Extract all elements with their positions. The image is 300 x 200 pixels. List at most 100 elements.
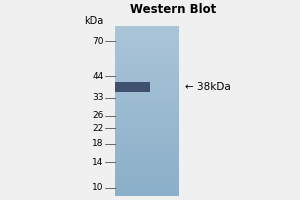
Bar	[115, 136, 179, 137]
Text: ← 38kDa: ← 38kDa	[185, 82, 231, 92]
Bar	[115, 122, 179, 123]
Bar	[115, 123, 179, 124]
Bar	[115, 101, 179, 102]
Bar	[115, 155, 179, 156]
Bar	[115, 74, 179, 75]
Bar	[115, 102, 179, 103]
Bar	[115, 98, 179, 99]
Bar	[115, 39, 179, 40]
Bar	[115, 195, 179, 196]
Text: 70: 70	[92, 37, 103, 46]
Bar	[115, 76, 179, 77]
Bar	[115, 81, 179, 82]
Bar	[115, 55, 179, 56]
Bar	[115, 185, 179, 186]
Bar	[115, 35, 179, 36]
Bar	[115, 78, 179, 79]
Bar	[115, 82, 150, 92]
Text: 10: 10	[92, 183, 103, 192]
Text: kDa: kDa	[84, 16, 103, 26]
Bar	[115, 111, 179, 112]
Bar	[115, 65, 179, 66]
Bar	[115, 138, 179, 139]
Bar	[115, 77, 179, 78]
Bar	[115, 38, 179, 39]
Bar	[115, 92, 179, 93]
Bar	[115, 186, 179, 187]
Text: 26: 26	[92, 111, 103, 120]
Bar	[115, 124, 179, 125]
Bar	[115, 143, 179, 144]
Bar	[115, 80, 179, 81]
Bar	[115, 41, 179, 42]
Bar	[115, 134, 179, 135]
Bar	[115, 140, 179, 141]
Bar	[115, 82, 179, 83]
Bar	[115, 79, 179, 80]
Bar	[115, 167, 179, 168]
Bar	[115, 162, 179, 163]
Bar	[115, 28, 179, 29]
Bar	[115, 126, 179, 127]
Bar	[115, 56, 179, 57]
Bar	[115, 49, 179, 50]
Bar	[115, 156, 179, 157]
Bar	[115, 109, 179, 110]
Bar	[115, 120, 179, 121]
Bar	[115, 66, 179, 67]
Bar	[115, 72, 179, 73]
Bar	[115, 89, 179, 90]
Bar	[115, 189, 179, 190]
Text: Western Blot: Western Blot	[130, 3, 217, 16]
Bar	[115, 135, 179, 136]
Bar	[115, 97, 179, 98]
Bar	[115, 139, 179, 140]
Bar	[115, 165, 179, 166]
Bar	[115, 116, 179, 117]
Bar	[115, 67, 179, 68]
Bar	[115, 88, 179, 89]
Bar	[115, 133, 179, 134]
Bar	[115, 36, 179, 37]
Bar	[115, 151, 179, 152]
Bar	[115, 170, 179, 171]
Bar	[115, 129, 179, 130]
Bar	[115, 46, 179, 47]
Bar	[115, 148, 179, 149]
Bar	[115, 112, 179, 113]
Bar	[115, 107, 179, 108]
Text: 14: 14	[92, 158, 103, 167]
Bar	[115, 87, 179, 88]
Bar	[115, 179, 179, 180]
Bar	[115, 32, 179, 33]
Bar	[115, 149, 179, 150]
Bar	[115, 163, 179, 164]
Bar	[115, 30, 179, 31]
Bar	[115, 181, 179, 182]
Bar	[115, 154, 179, 155]
Bar	[115, 161, 179, 162]
Bar	[115, 93, 179, 94]
Bar	[115, 150, 179, 151]
Bar	[115, 190, 179, 191]
Bar	[115, 125, 179, 126]
Bar	[115, 157, 179, 158]
Bar	[115, 62, 179, 63]
Bar	[115, 152, 179, 153]
Text: 22: 22	[92, 124, 103, 133]
Bar	[115, 27, 179, 28]
Bar	[115, 127, 179, 128]
Bar	[115, 117, 179, 118]
Bar	[115, 121, 179, 122]
Bar	[115, 86, 179, 87]
Bar	[115, 193, 179, 194]
Bar	[115, 145, 179, 146]
Bar	[115, 184, 179, 185]
Bar	[115, 94, 179, 95]
Bar	[115, 131, 179, 132]
Bar	[115, 137, 179, 138]
Text: 18: 18	[92, 139, 103, 148]
Bar	[115, 147, 179, 148]
Bar	[115, 103, 179, 104]
Bar	[115, 118, 179, 119]
